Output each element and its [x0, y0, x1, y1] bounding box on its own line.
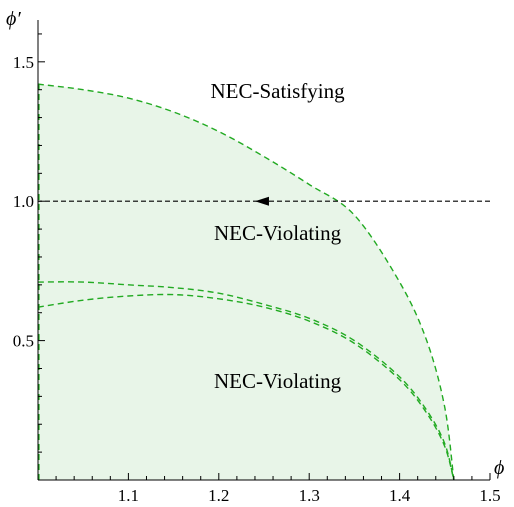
- x-tick-label: 1.3: [299, 486, 320, 505]
- boundary-curve-3: [37, 293, 455, 481]
- nec-region-fill: [38, 84, 454, 481]
- trajectory-layer: [38, 196, 490, 206]
- x-tick-label: 1.4: [389, 486, 411, 505]
- region-annotation-1: NEC-Satisfying: [210, 79, 345, 103]
- axes-layer: [37, 20, 490, 481]
- x-axis-label: ϕ: [494, 457, 504, 479]
- trajectory-arrow-icon: [254, 196, 269, 206]
- annotations-layer: NEC-Satisfying NEC-Violating NEC-Violating: [210, 79, 345, 393]
- boundary-curves-layer: [37, 83, 455, 481]
- x-tick-label: 1.5: [479, 486, 500, 505]
- y-axis-label: ϕ′: [6, 8, 21, 30]
- boundary-curve-1: [37, 83, 455, 481]
- boundary-curve-2: [37, 281, 455, 481]
- y-tick-label: 1.5: [13, 53, 34, 72]
- nec-region-fill-layer: [38, 84, 454, 481]
- y-tick-label: 0.5: [13, 332, 34, 351]
- region-annotation-3: NEC-Violating: [214, 369, 342, 393]
- region-annotation-2: NEC-Violating: [214, 221, 342, 245]
- x-tick-label: 1.1: [118, 486, 139, 505]
- ticks-layer: 1.1 1.2 1.3 1.4 1.5 0.5 1.0 1.5: [13, 33, 501, 505]
- y-tick-label: 1.0: [13, 192, 34, 211]
- x-tick-label: 1.2: [208, 486, 229, 505]
